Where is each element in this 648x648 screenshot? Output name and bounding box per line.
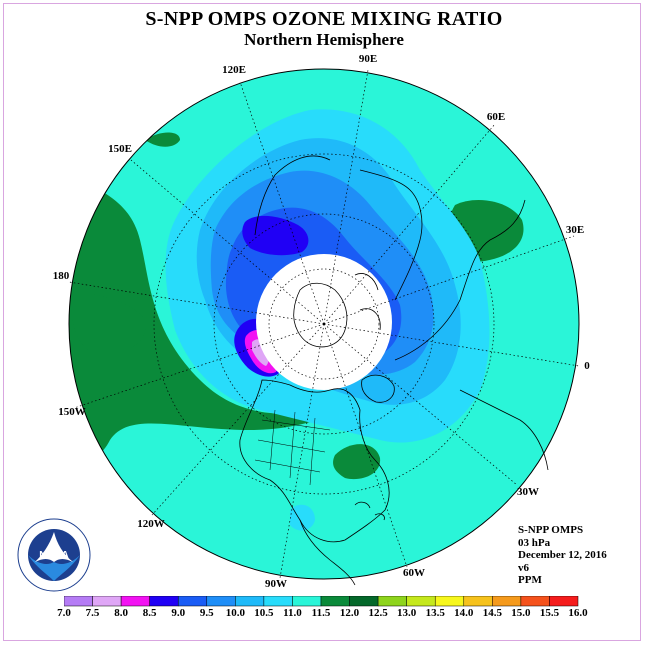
info-instrument: S-NPP OMPS [518, 524, 584, 536]
coastline-arctic-east [354, 273, 381, 331]
us-borders [254, 409, 331, 486]
lon-label-0: 0 [584, 360, 590, 372]
field-level-8-5-north [242, 215, 309, 256]
lon-label-60e: 60E [487, 111, 505, 123]
lon-label-90e: 90E [359, 53, 377, 65]
colorbar-tick-label: 8.5 [142, 607, 157, 619]
colorbar-tick-label: 9.0 [171, 607, 186, 619]
figure-frame [3, 3, 641, 641]
colorbar-tick-label: 14.0 [454, 607, 474, 619]
colorbar-segment [120, 596, 150, 607]
coastline-greenland [361, 374, 395, 403]
field-level-11-5-west [69, 170, 420, 464]
lon-label-30w: 30W [517, 486, 539, 498]
colorbar-tick-label: 9.5 [199, 607, 214, 619]
polar-night-mask [256, 254, 392, 390]
coastline-caribbean [354, 501, 385, 521]
lon-label-150w: 150W [58, 406, 86, 418]
info-units: PPM [518, 574, 542, 586]
meridian-30e [323, 235, 575, 325]
colorbar-tick-label: 15.0 [511, 607, 531, 619]
field-level-11-5-top [145, 132, 180, 147]
noaa-logo-text: NOAA [39, 550, 68, 561]
coastlines [239, 155, 549, 586]
coastline-central-america [299, 519, 356, 586]
lon-label-90w: 90W [265, 578, 287, 590]
colorbar-segment [92, 596, 122, 607]
coastline-arctic [293, 282, 348, 348]
coastline-africa [459, 389, 549, 471]
map-boundary [68, 68, 580, 580]
lon-label-30e: 30E [566, 224, 584, 236]
colorbar-segment [549, 596, 579, 607]
lon-label-150e: 150E [108, 143, 132, 155]
colorbar-segment [320, 596, 350, 607]
colorbar-tick-label: 10.5 [254, 607, 274, 619]
noaa-logo: NOAA [17, 518, 91, 592]
meridian-120w [151, 323, 325, 516]
colorbar-tick-label: 11.5 [311, 607, 331, 619]
colorbar-segment [235, 596, 265, 607]
colorbar-tick-label: 7.0 [57, 607, 71, 619]
field-level-11-5-west-lobe [70, 290, 146, 355]
meridian-90w [279, 323, 325, 579]
latitude-circle-75 [268, 268, 380, 380]
colorbar-segment [177, 596, 208, 607]
info-date: December 12, 2016 [518, 549, 607, 561]
colorbar-tick-label: 8.0 [114, 607, 128, 619]
meridian-120e [239, 81, 325, 325]
lon-label-60w: 60W [403, 567, 425, 579]
colorbar-tick-label: 12.5 [368, 607, 388, 619]
colorbar-segment [292, 596, 322, 607]
info-version: v6 [518, 561, 529, 574]
colorbar-tick-label: 12.0 [339, 607, 360, 619]
colorbar-segment [263, 596, 293, 607]
colorbar-tick-label: 13.5 [425, 607, 445, 619]
colorbar-segment [463, 596, 493, 607]
colorbar-segment [520, 596, 550, 607]
colorbar-tick-label: 15.5 [539, 607, 560, 619]
meridian-90e [323, 69, 369, 325]
latitude-circle-30 [153, 153, 495, 495]
colorbar-segment [149, 596, 179, 607]
meridian-0 [323, 323, 580, 367]
colorbar-segment [406, 596, 436, 607]
coastline-north-america [239, 379, 390, 543]
colorbar-segment [349, 596, 379, 607]
colorbar-segment [64, 596, 93, 607]
field-level-10-5-mexico [290, 504, 315, 531]
coastline-eurasia [254, 155, 526, 361]
lon-label-180: 180 [53, 270, 70, 282]
colorbar-segment [377, 596, 407, 607]
meridian-180 [68, 281, 325, 325]
colorbar-segment [492, 596, 522, 607]
colorbar-tick-label: 10.0 [225, 607, 245, 619]
lon-label-120e: 120E [222, 64, 246, 76]
plot-info: S-NPP OMPS 03 hPa December 12, 2016 v6 P… [518, 524, 607, 587]
latitude-circle-60 [213, 213, 435, 435]
colorbar-tick-label: 11.0 [283, 607, 302, 619]
map-subtitle: Northern Hemisphere [244, 30, 404, 49]
colorbar [64, 596, 579, 607]
meridian-30w [323, 323, 518, 486]
colorbar-segment [434, 596, 465, 607]
info-level: 03 hPa [518, 536, 551, 549]
colorbar-tick-label: 14.5 [482, 607, 502, 619]
colorbar-tick-label: 13.0 [397, 607, 417, 619]
lon-label-120w: 120W [137, 518, 165, 530]
colorbar-segment [206, 596, 236, 607]
colorbar-tick-label: 7.5 [85, 607, 100, 619]
map-title: S-NPP OMPS OZONE MIXING RATIO [145, 8, 503, 30]
colorbar-tick-label: 16.0 [568, 607, 588, 619]
